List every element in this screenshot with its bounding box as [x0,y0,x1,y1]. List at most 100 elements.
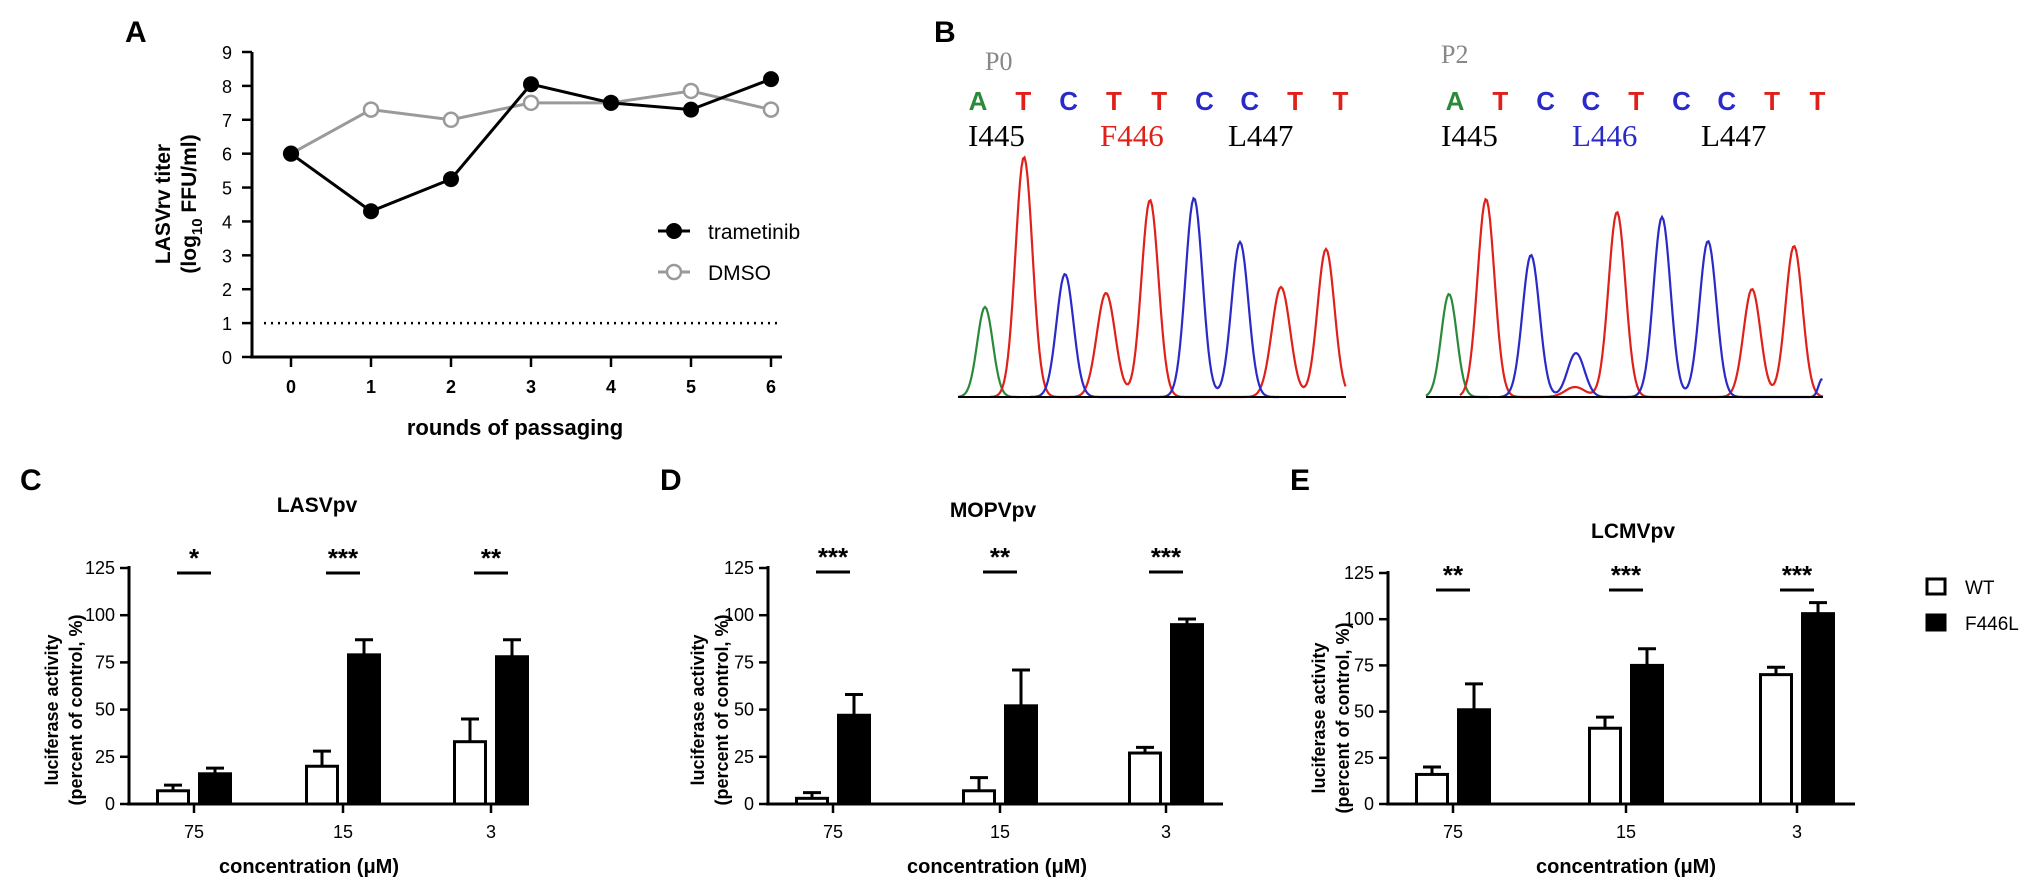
series-trametinib-point [523,76,539,93]
panel-a-axes [250,52,782,359]
x-tick-label: 3 [486,822,496,842]
series-trametinib-point [443,171,459,188]
chromatogram-p2-traces [1425,197,1824,399]
bar-f446l [1457,708,1491,806]
base-call-A: A [1446,86,1465,116]
bar-wt [1759,673,1793,806]
panel-a-y-tick-label: 4 [222,212,232,232]
panel-d: D MOPVpv concentration (μM) luciferase a… [660,464,1223,878]
panel-a-x-label: rounds of passaging [407,415,623,440]
panel-a-x-tick-label: 6 [766,377,776,397]
panel-c-x-label: concentration (μM) [219,856,399,878]
panel-a-y-tick-label: 7 [222,111,232,131]
panel-a-x-tick-label: 1 [366,377,376,397]
panel-d-title: MOPVpv [950,499,1037,522]
residue-l447-p0: L447 [1228,118,1293,153]
bar-f446l [347,653,381,806]
bar-f446l [1630,663,1664,806]
panel-a-x-tick-label: 3 [526,377,536,397]
bar-wt [156,789,190,806]
y-tick-label: 75 [95,652,115,672]
y-tick-label: 125 [85,558,115,578]
base-call-T: T [1628,86,1644,116]
panel-a-y-tick-label: 6 [222,145,232,165]
panel-d-y-label-line2: (percent of control, %) [712,614,732,805]
significance-stars: ** [481,543,502,573]
bar-wt [453,740,487,806]
panel-a-y-label: LASVrv titer (log10 FFU/ml) [152,134,206,273]
panel-c-y-label-line2: (percent of control, %) [66,614,86,805]
y-tick-label: 75 [734,652,754,672]
significance-stars: ** [1443,560,1464,590]
chromatogram-p0-label: P0 [985,47,1012,76]
panel-a-y-ticks: 0 1 2 3 4 5 6 7 8 9 [222,43,252,368]
trace-a [1425,292,1489,399]
panel-a-y-tick-label: 3 [222,246,232,266]
significance-stars: *** [1782,560,1813,590]
panel-e-y-label-line1: luciferase activity [1309,642,1329,793]
series-trametinib-point [283,145,299,162]
panel-a-y-tick-label: 5 [222,179,232,199]
significance-stars: *** [328,543,359,573]
base-call-C: C [1059,86,1078,116]
panel-c-title: LASVpv [277,494,358,517]
series-dmso-point [682,82,700,100]
bar-f446l [198,772,232,806]
panel-a-legend: trametinib DMSO [658,221,800,285]
base-call-T: T [1287,86,1303,116]
bar-f446l [495,655,529,806]
y-tick-label: 0 [105,794,115,814]
legend-trametinib-label: trametinib [708,221,800,244]
bar-wt [962,789,996,806]
y-tick-label: 100 [724,605,754,625]
bar-wt [795,796,829,806]
x-tick-label: 75 [1443,822,1463,842]
significance-stars: * [189,543,200,573]
panel-a-y-tick-label: 1 [222,314,232,334]
panel-a-y-label-line1: LASVrv titer [152,144,175,264]
x-tick-label: 15 [990,822,1010,842]
residue-f446: F446 [1100,118,1164,153]
panel-b-label: B [934,16,956,49]
series-trametinib-point [363,203,379,220]
y-tick-label: 0 [744,794,754,814]
base-call-T: T [1151,86,1167,116]
legend-trametinib-marker [666,223,682,239]
y-tick-label: 25 [95,747,115,767]
base-call-C: C [1195,86,1214,116]
bar-f446l [1004,704,1038,806]
bar-wt [1588,726,1622,806]
base-call-T: T [1809,86,1825,116]
legend-dmso-label: DMSO [708,262,771,285]
chromatogram-p0-traces [957,155,1347,399]
y-tick-label: 125 [724,558,754,578]
significance-stars: *** [1151,542,1182,572]
base-call-T: T [1332,86,1348,116]
x-tick-label: 15 [333,822,353,842]
chromatogram-p2-label: P2 [1441,40,1468,69]
panel-a-x-tick-label: 4 [606,377,616,397]
base-call-A: A [969,86,988,116]
panel-e-y-label-line2: (percent of control, %) [1333,622,1353,813]
y-tick-label: 50 [95,700,115,720]
residue-l447-p2: L447 [1701,118,1766,153]
panel-a-x-tick-label: 0 [286,377,296,397]
significance-stars: *** [1611,560,1642,590]
base-call-T: T [1492,86,1508,116]
series-dmso-point [362,101,380,118]
bar-wt [305,764,339,806]
series-trametinib-point [603,94,619,111]
panel-a-x-tick-label: 2 [446,377,456,397]
panel-e: E LCMVpv concentration (μM) luciferase a… [1290,464,2019,878]
legend-f446l-label: F446L [1965,614,2019,635]
y-tick-label: 100 [1344,609,1374,629]
trace-t [1459,197,1824,399]
residue-l446: L446 [1572,118,1637,153]
panel-c-y-label-line1: luciferase activity [42,634,62,785]
panel-c-label: C [20,464,42,497]
